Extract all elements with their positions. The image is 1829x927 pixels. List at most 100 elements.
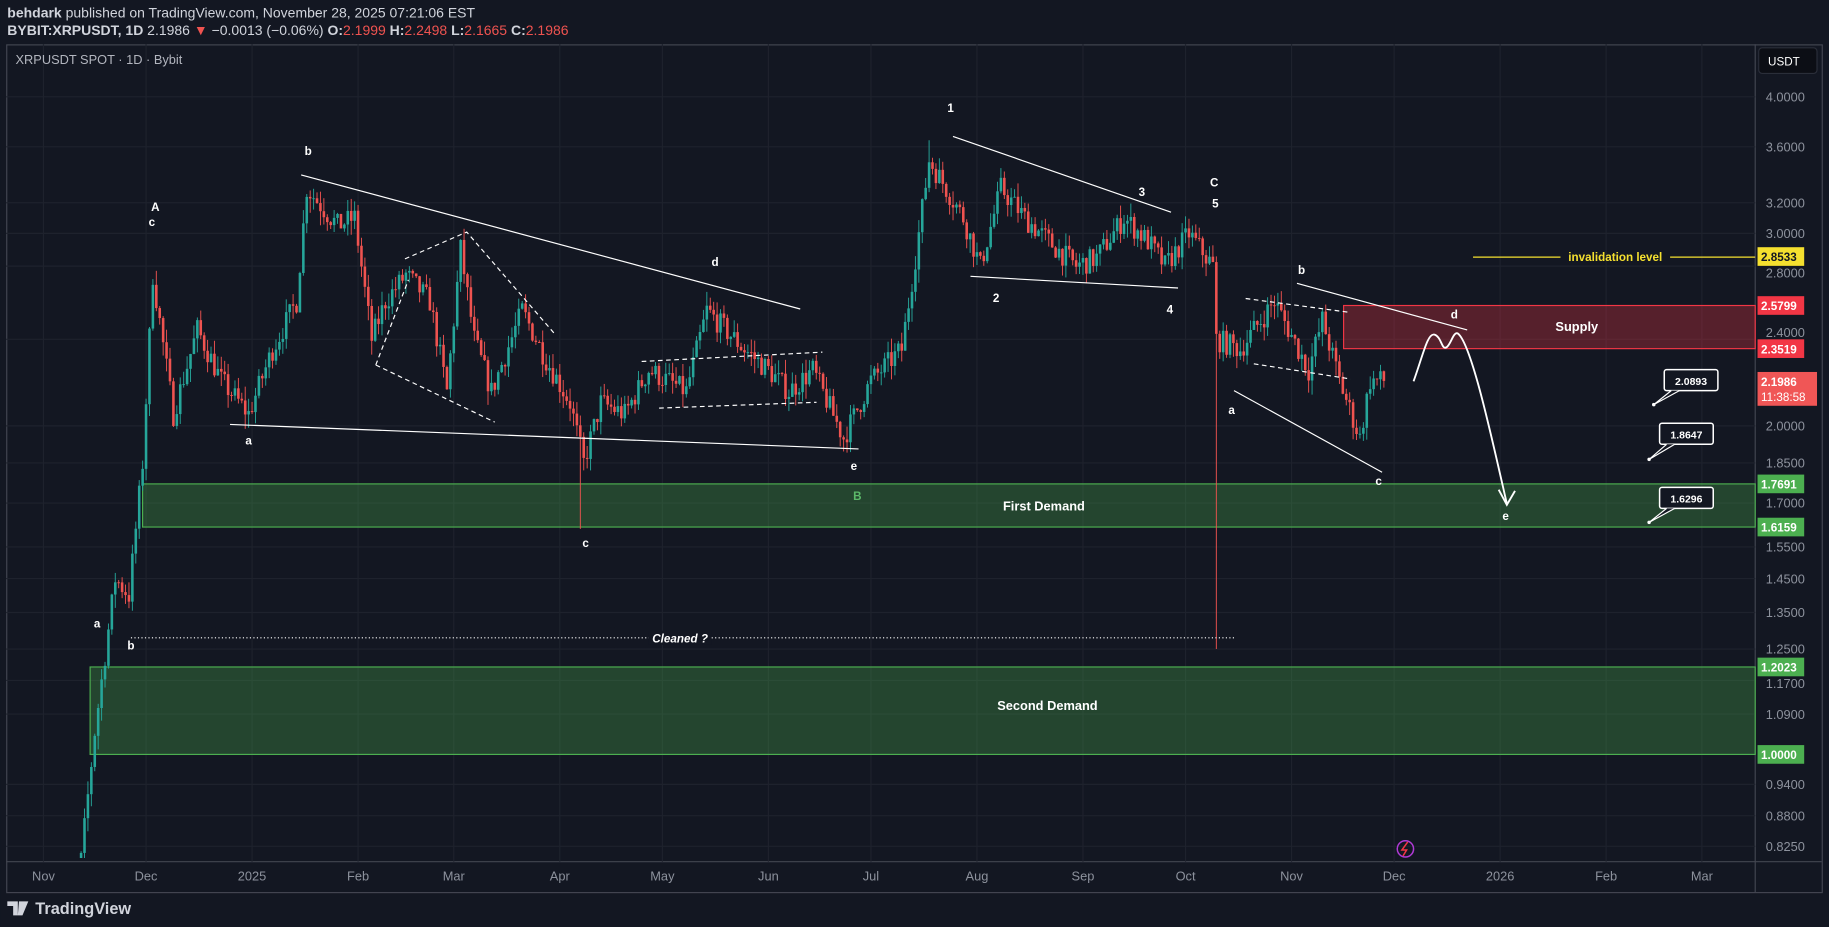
- candle-body: [941, 169, 945, 184]
- price-axis[interactable]: 4.0000 3.6000 3.2000 3.0000 2.8000 2.4000 2.00…: [1766, 89, 1805, 854]
- candle-body: [602, 395, 606, 397]
- lightning-icon[interactable]: [1396, 839, 1415, 858]
- callout-2[interactable]: 1.8647: [1647, 422, 1714, 462]
- candle-body: [951, 204, 955, 208]
- candle-body: [633, 399, 637, 405]
- candle-body: [832, 396, 835, 416]
- candle-body: [83, 818, 86, 853]
- candle-body: [353, 210, 356, 221]
- candle-body: [1355, 427, 1358, 434]
- candle-body: [158, 308, 162, 319]
- candle-body: [507, 347, 510, 367]
- callout-1[interactable]: 2.0893: [1652, 368, 1719, 407]
- candle-body: [585, 457, 589, 459]
- publish-line: behdark published on TradingView.com, No…: [7, 4, 475, 20]
- candle-body: [274, 349, 278, 361]
- candle-body: [401, 274, 404, 281]
- candle-body: [373, 318, 377, 341]
- candle-body: [678, 376, 681, 384]
- candle-body: [257, 375, 261, 396]
- candle-body: [425, 284, 428, 288]
- wave-label: c: [149, 216, 156, 229]
- candle-body: [869, 375, 873, 385]
- candle-body: [1139, 230, 1143, 241]
- candle-body: [349, 210, 353, 221]
- candle-body: [671, 373, 674, 381]
- candle-body: [1317, 332, 1321, 337]
- wave-label: c: [582, 537, 589, 550]
- candle-body: [1197, 237, 1201, 239]
- candle-body: [821, 373, 825, 389]
- supply-zone[interactable]: Supply: [1343, 304, 1756, 350]
- candle-body: [1259, 324, 1263, 325]
- candle-body: [760, 357, 763, 375]
- candle-body: [780, 373, 784, 375]
- wave-label: e: [1502, 510, 1509, 523]
- candle-body: [319, 203, 322, 212]
- candle-body: [213, 353, 216, 376]
- candle-body: [445, 366, 449, 390]
- callout-value: 2.0893: [1675, 377, 1707, 388]
- candle-body: [414, 273, 418, 277]
- first-demand-zone[interactable]: First Demand: [141, 483, 1756, 528]
- candle-body: [917, 232, 921, 270]
- price-tick: 0.9400: [1766, 777, 1805, 792]
- candle-body: [797, 392, 801, 395]
- candle-body: [616, 406, 620, 413]
- candle-body: [893, 351, 897, 367]
- wave-label: C: [1210, 177, 1219, 190]
- candle-body: [596, 419, 599, 423]
- candle-body: [103, 665, 107, 680]
- candle-body: [254, 395, 257, 413]
- candle-body: [151, 284, 155, 329]
- candle-body: [226, 374, 230, 396]
- candle-body: [1327, 334, 1331, 351]
- candle-body: [435, 312, 438, 347]
- candle-body: [493, 382, 497, 390]
- candle-body: [96, 708, 100, 736]
- candle-body: [886, 352, 890, 359]
- candle-body: [873, 368, 876, 376]
- callout-3[interactable]: 1.6296: [1647, 486, 1714, 525]
- candle-body: [1365, 393, 1369, 428]
- candle-body: [1256, 320, 1259, 325]
- currency-button[interactable]: USDT: [1758, 47, 1818, 75]
- candle-body: [924, 187, 927, 200]
- candle-body: [811, 360, 815, 371]
- candle-body: [370, 305, 374, 341]
- candle-body: [1170, 252, 1174, 267]
- candle-body: [267, 352, 271, 368]
- candle-body: [555, 374, 558, 384]
- candle-body: [698, 332, 702, 341]
- candle-body: [756, 357, 760, 360]
- candle-body: [90, 766, 93, 795]
- candle-body: [579, 425, 582, 437]
- candle-body: [325, 217, 329, 223]
- wave-label: B: [853, 490, 861, 503]
- candle-body: [1006, 195, 1010, 206]
- trendlines[interactable]: [230, 135, 1516, 507]
- candle-body: [1249, 329, 1252, 343]
- candle-body: [879, 372, 883, 374]
- candle-body: [390, 289, 394, 307]
- candle-body: [599, 395, 603, 423]
- candles: [79, 140, 1386, 859]
- candle-body: [838, 421, 842, 438]
- invalidation-line[interactable]: invalidation level: [1473, 251, 1756, 264]
- candle-body: [541, 342, 544, 365]
- candle-body: [979, 252, 982, 256]
- second-demand-zone[interactable]: Second Demand: [89, 666, 1756, 756]
- candle-body: [1030, 224, 1033, 233]
- candle-body: [582, 436, 586, 458]
- candle-body: [185, 368, 189, 385]
- time-axis[interactable]: Nov Dec 2025 Feb Mar Apr May Jun Jul Aug Sep Oct Nov…: [32, 868, 1714, 883]
- candle-body: [1191, 232, 1194, 238]
- candle-body: [1334, 347, 1338, 362]
- candle-body: [1307, 370, 1310, 381]
- candle-body: [630, 399, 633, 406]
- current-price: 2.1986: [1761, 376, 1797, 389]
- candle-body: [308, 196, 312, 199]
- candle-body: [681, 376, 685, 395]
- candle-body: [291, 304, 295, 306]
